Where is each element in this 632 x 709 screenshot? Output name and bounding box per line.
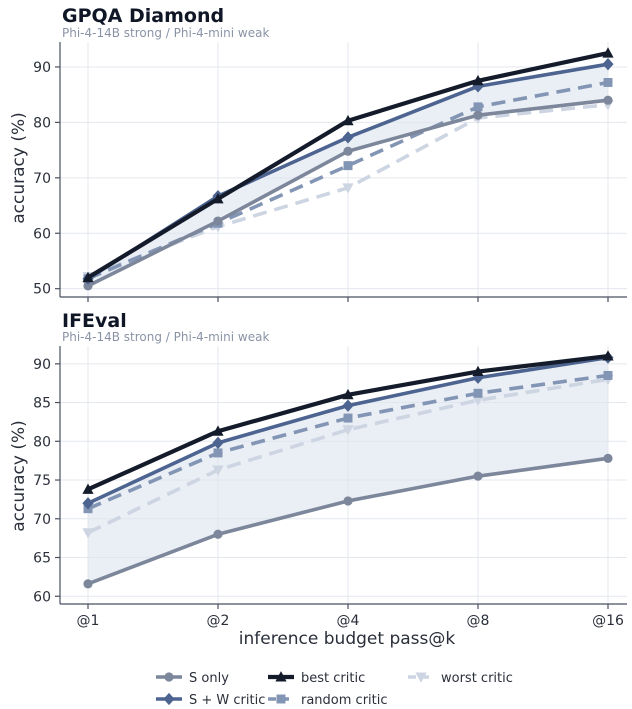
- shaded-band: [88, 64, 608, 286]
- legend: S only S + W critic best critic random crit…: [156, 671, 513, 708]
- series-s-only: [83, 95, 613, 291]
- data-point: [213, 448, 223, 458]
- panel-title: IFEval: [62, 310, 127, 332]
- axes: 60 65 70 75 80 85 90 @1 @2 @4 @8 @16: [33, 346, 627, 629]
- data-point: [343, 496, 353, 506]
- series-best-critic: [82, 47, 614, 283]
- legend-label: S only: [189, 671, 229, 686]
- data-point: [212, 425, 224, 436]
- y-tick-label: 70: [33, 171, 51, 187]
- data-point: [342, 183, 354, 194]
- data-point: [212, 193, 224, 204]
- shaded-band-area: [88, 64, 608, 286]
- data-point: [82, 497, 94, 510]
- data-point: [603, 370, 613, 380]
- data-point: [473, 110, 483, 120]
- data-point: [472, 365, 484, 377]
- series-lines: [82, 350, 614, 589]
- panel-subtitle: Phi-4-14B strong / Phi-4-mini weak: [62, 330, 269, 344]
- shaded-band: [88, 357, 608, 584]
- shaded-band-area: [88, 357, 608, 584]
- legend-item-s-only: S only: [156, 671, 229, 686]
- data-point: [473, 471, 483, 481]
- data-point: [212, 436, 224, 450]
- y-tick-label: 80: [33, 115, 51, 131]
- y-tick-label: 75: [33, 473, 51, 489]
- y-tick-label: 80: [33, 434, 51, 450]
- data-point: [473, 388, 483, 398]
- y-tick-label: 60: [33, 226, 51, 242]
- y-tick-label: 85: [33, 396, 51, 412]
- legend-marker: [275, 671, 287, 682]
- data-point: [342, 131, 354, 144]
- legend-item-worst-critic: worst critic: [408, 671, 513, 686]
- data-point: [472, 74, 484, 86]
- data-point: [472, 395, 484, 407]
- data-point: [342, 114, 354, 126]
- data-point: [602, 350, 614, 361]
- data-point: [603, 77, 613, 87]
- panel-gpqa-diamond: GPQA Diamond Phi-4-14B strong / Phi-4-mi…: [9, 5, 627, 302]
- legend-marker: [415, 672, 427, 683]
- y-axis-label: accuracy (%): [9, 112, 29, 224]
- data-point: [213, 529, 223, 539]
- data-point: [82, 528, 94, 539]
- grid: [60, 42, 627, 297]
- legend-label: worst critic: [441, 671, 513, 686]
- data-point: [602, 58, 614, 71]
- y-axis-label: accuracy (%): [9, 420, 29, 532]
- y-tick-label: 65: [33, 551, 51, 567]
- axes: 50 60 70 80 90: [33, 42, 627, 302]
- data-point: [343, 146, 353, 156]
- data-point: [213, 216, 223, 226]
- data-point: [82, 483, 94, 494]
- y-tick-label: 70: [33, 512, 51, 528]
- data-point: [83, 579, 93, 589]
- x-tick-label: @1: [77, 613, 100, 629]
- x-tick-label: @16: [592, 613, 624, 629]
- y-tick-label: 90: [33, 357, 51, 373]
- series-random-critic: [83, 370, 613, 514]
- x-axis-label: inference budget pass@k: [239, 629, 456, 649]
- data-point: [342, 425, 354, 436]
- panel-subtitle: Phi-4-14B strong / Phi-4-mini weak: [62, 26, 269, 40]
- panel-title: GPQA Diamond: [62, 5, 224, 27]
- data-point: [342, 388, 354, 400]
- legend-item-random-critic: random critic: [268, 693, 388, 708]
- data-point: [603, 453, 613, 463]
- data-point: [212, 465, 224, 476]
- legend-marker: [163, 692, 175, 706]
- series-lines: [82, 47, 614, 291]
- legend-label: S + W critic: [189, 693, 265, 708]
- y-tick-label: 60: [33, 589, 51, 605]
- data-point: [82, 271, 94, 283]
- legend-marker: [164, 672, 174, 682]
- x-tick-label: @4: [337, 613, 360, 629]
- y-tick-label: 90: [33, 60, 51, 76]
- series-line: [87, 377, 609, 535]
- data-point: [342, 399, 354, 412]
- legend-marker: [276, 694, 286, 704]
- legend-label: random critic: [301, 693, 388, 708]
- x-tick-label: @2: [207, 613, 230, 629]
- y-tick-label: 50: [33, 282, 51, 298]
- data-point: [603, 95, 613, 105]
- x-tick-label: @8: [467, 613, 490, 629]
- data-point: [602, 47, 614, 58]
- legend-item-s-w-critic: S + W critic: [156, 692, 265, 708]
- series-s-only: [83, 453, 613, 589]
- legend-label: best critic: [301, 671, 365, 686]
- data-point: [343, 413, 353, 423]
- data-point: [343, 161, 353, 171]
- data-point: [473, 102, 483, 112]
- panel-ifeval: IFEval Phi-4-14B strong / Phi-4-mini wea…: [9, 310, 627, 629]
- series-best-critic: [82, 350, 614, 494]
- data-point: [83, 281, 93, 291]
- legend-item-best-critic: best critic: [268, 671, 365, 686]
